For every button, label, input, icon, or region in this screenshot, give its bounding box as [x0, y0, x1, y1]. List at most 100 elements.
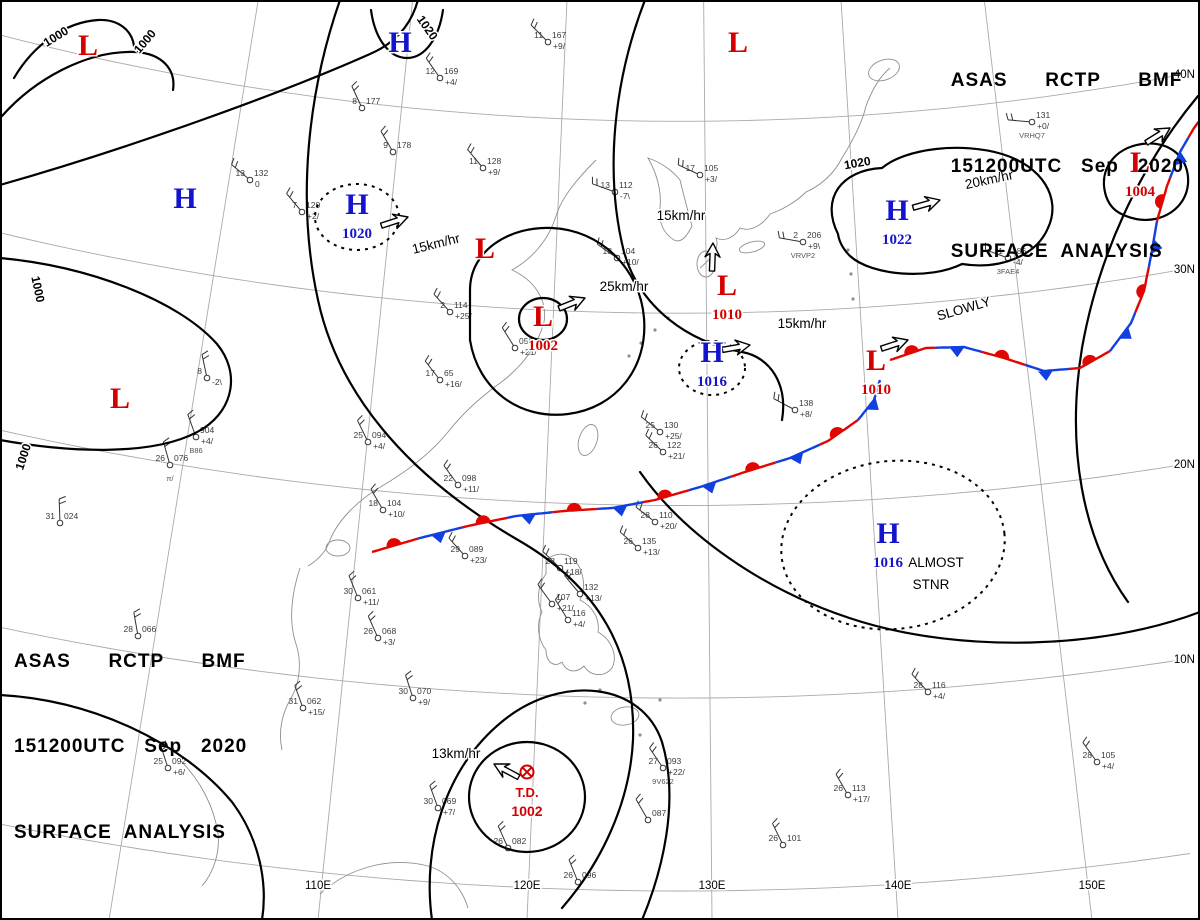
- pressure-value: 1020: [342, 226, 372, 242]
- front-marker-warm: [745, 462, 760, 472]
- wind-barb-tick: [58, 495, 66, 500]
- wind-barb-tick: [370, 483, 376, 490]
- station-circle: [461, 552, 469, 560]
- wind-barb-tick: [554, 593, 560, 600]
- wind-barb-tick: [369, 615, 376, 621]
- station-plot: [635, 793, 652, 824]
- station-circle: [134, 632, 142, 640]
- station-plot: [773, 391, 799, 414]
- station-temp: 8: [352, 96, 357, 106]
- station-tendency: -4/: [1013, 257, 1024, 267]
- station-pressure: 119: [564, 556, 578, 566]
- station-plot: [635, 500, 659, 526]
- wind-barb: [380, 130, 394, 153]
- cold-triangle: [949, 347, 965, 358]
- station-temp: 26: [834, 783, 844, 793]
- movement-arrow-shape: [1144, 127, 1171, 146]
- wind-barb: [467, 149, 484, 169]
- wind-barb-tick: [1085, 740, 1091, 747]
- station-pressure: 076: [174, 453, 188, 463]
- wind-barb: [133, 612, 139, 637]
- station-tendency: +23/: [470, 555, 487, 565]
- cold-triangle: [789, 452, 804, 465]
- wind-barb: [568, 859, 579, 883]
- low-center-letter: L: [1130, 146, 1150, 179]
- station-plot: [351, 80, 366, 112]
- station-plot: [542, 544, 564, 572]
- low-center-letter: L: [78, 29, 98, 62]
- coastline: [319, 862, 469, 909]
- island: [325, 539, 351, 557]
- wind-barb: [542, 550, 561, 569]
- station-circle: [544, 38, 552, 46]
- lon-label: 140E: [885, 880, 912, 892]
- wind-barb: [1008, 119, 1033, 123]
- title-line-datetime: 151200UTC Sep 2020: [950, 155, 1184, 177]
- station-temp: 26: [494, 836, 504, 846]
- island: [610, 706, 640, 726]
- front-marker-warm: [1082, 354, 1097, 367]
- wind-barb: [619, 531, 639, 549]
- lat-label: 30N: [1174, 264, 1195, 276]
- wind-barb: [537, 584, 553, 605]
- wind-barb-tick: [1010, 113, 1014, 121]
- station-tendency: +21/: [557, 603, 574, 613]
- station-tendency: +16/: [445, 379, 462, 389]
- movement-arrow-shape: [911, 195, 941, 212]
- latitude-line: [0, 232, 1191, 314]
- station-pressure: 904: [200, 425, 214, 435]
- movement-arrow: [379, 213, 409, 230]
- warm-semicircle: [657, 489, 673, 500]
- wind-barb-tick: [777, 393, 780, 402]
- wind-barb-tick: [436, 291, 441, 298]
- station-pressure: 132: [584, 582, 598, 592]
- station-tendency: +13/: [643, 547, 660, 557]
- pressure-value: 1010: [861, 382, 891, 398]
- station-pressure: 116: [932, 680, 946, 690]
- station-plot: [777, 230, 807, 246]
- low-center-letter: L: [728, 26, 748, 59]
- wind-barb-tick: [911, 667, 916, 675]
- latitude-line: [0, 626, 1191, 699]
- title-line-product: ASAS RCTP BMF: [950, 70, 1183, 91]
- station-plot: [619, 525, 642, 552]
- station-plot: [286, 187, 306, 216]
- wind-barb-tick: [289, 190, 294, 198]
- wind-barb: [501, 327, 516, 349]
- wind-barb-tick: [645, 428, 650, 436]
- longitude-line: [840, 0, 899, 920]
- station-tendency: +15/: [308, 707, 325, 717]
- pressure-value: 1016: [873, 555, 904, 571]
- station-temp: 11: [534, 30, 543, 40]
- station-pressure: 094: [372, 430, 386, 440]
- front-marker-warm: [566, 502, 582, 511]
- wind-barb-tick: [773, 391, 776, 399]
- station-tendency: +3/: [705, 174, 718, 184]
- movement-arrow-shape: [704, 242, 721, 272]
- station-pressure: 096: [582, 870, 596, 880]
- isobar: [638, 470, 1200, 644]
- wind-barb-tick: [533, 21, 538, 29]
- wind-barb-tick: [501, 321, 507, 328]
- station-pressure: 105: [704, 163, 718, 173]
- station-temp: 18: [603, 246, 613, 256]
- wind-barb: [645, 434, 664, 453]
- wind-barb-tick: [448, 531, 453, 539]
- annotation-label: 15km/hr: [657, 208, 706, 223]
- wind-barb: [635, 798, 649, 821]
- isobar: [467, 740, 587, 854]
- wind-barb-tick: [406, 675, 413, 681]
- wind-barb-tick: [504, 325, 510, 333]
- wind-barb-tick: [772, 818, 778, 824]
- station-tendency: +4/: [573, 619, 586, 629]
- station-tendency: +8/: [800, 409, 813, 419]
- wind-barb-tick: [467, 143, 472, 150]
- station-circle: [164, 764, 172, 772]
- station-circle: [358, 104, 366, 112]
- wind-barb: [779, 237, 804, 243]
- station-pressure: 122: [667, 440, 681, 450]
- wind-barb: [405, 675, 414, 699]
- station-tendency: +25/: [665, 431, 682, 441]
- cold-triangle: [866, 397, 879, 411]
- station-circle: [659, 764, 667, 772]
